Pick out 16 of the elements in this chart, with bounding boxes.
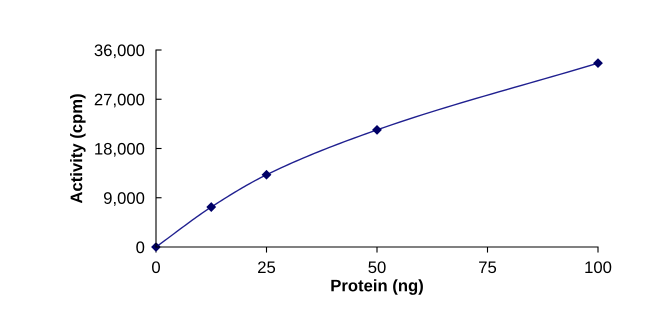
point bbox=[593, 58, 603, 68]
x-tick-label: 50 bbox=[368, 261, 386, 274]
x-tick-label: 100 bbox=[585, 261, 612, 274]
y-tick-label: 27,000 bbox=[94, 94, 144, 108]
y-tick-label: 9,000 bbox=[104, 192, 144, 206]
x-tick-label: 0 bbox=[152, 261, 160, 274]
x-tick-label: 25 bbox=[258, 261, 276, 274]
y-tick-label: 18,000 bbox=[95, 142, 144, 157]
point bbox=[262, 170, 272, 180]
y-tick-label: 36,000 bbox=[94, 44, 144, 58]
x-tick-label: 75 bbox=[479, 262, 496, 274]
x-axis-title: Protein (ng) bbox=[331, 279, 423, 295]
y-axis-title: Activity (cpm) bbox=[70, 94, 86, 204]
point bbox=[206, 202, 216, 212]
y-tick-label: 0 bbox=[136, 241, 144, 254]
point bbox=[372, 125, 382, 135]
